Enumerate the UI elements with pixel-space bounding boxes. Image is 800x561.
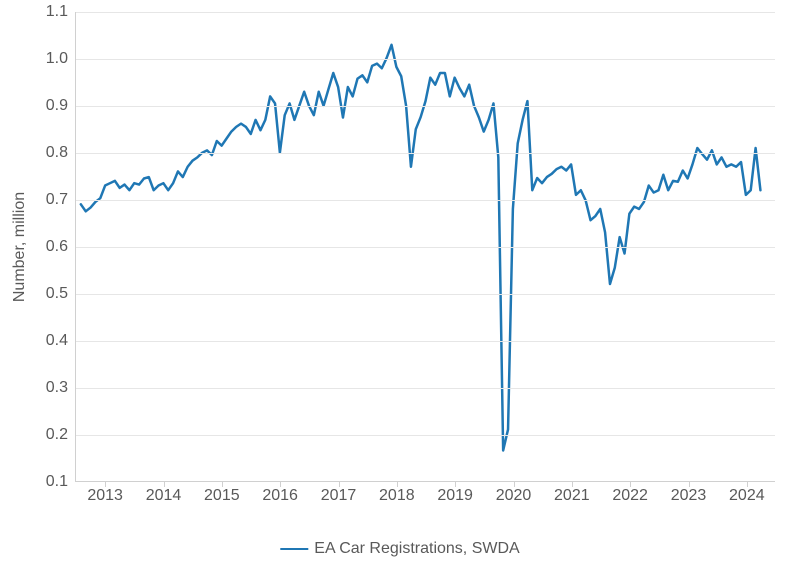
legend-swatch [280, 548, 308, 550]
gridline [76, 247, 775, 248]
gridline [76, 435, 775, 436]
y-axis-title: Number, million [11, 192, 29, 302]
gridline [76, 12, 775, 13]
x-tick-label: 2018 [379, 481, 415, 505]
y-tick-label: 0.1 [46, 473, 76, 491]
x-tick-label: 2015 [204, 481, 240, 505]
gridline [76, 153, 775, 154]
gridline [76, 388, 775, 389]
y-tick-label: 0.5 [46, 285, 76, 303]
y-tick-label: 0.2 [46, 426, 76, 444]
x-tick-label: 2020 [496, 481, 532, 505]
plot-area: 0.10.20.30.40.50.60.70.80.91.01.12013201… [75, 12, 775, 482]
y-tick-label: 0.6 [46, 238, 76, 256]
y-tick-label: 1.0 [46, 50, 76, 68]
gridline [76, 59, 775, 60]
line-chart: 0.1 0.2 0.3 0.4 0.5 0.6 0.7 0.8 0.9 1.0 1.1 2013 201… [0, 0, 800, 561]
y-tick-label: 0.3 [46, 379, 76, 397]
y-tick-label: 1.1 [46, 3, 76, 21]
y-tick-label: 0.8 [46, 144, 76, 162]
x-tick-label: 2022 [612, 481, 648, 505]
gridline [76, 200, 775, 201]
x-tick-label: 2014 [146, 481, 182, 505]
x-tick-label: 2013 [87, 481, 123, 505]
legend-label: EA Car Registrations, SWDA [314, 540, 519, 558]
gridline [76, 341, 775, 342]
legend: EA Car Registrations, SWDA [280, 540, 519, 558]
x-tick-label: 2017 [321, 481, 357, 505]
y-tick-label: 0.9 [46, 97, 76, 115]
gridline [76, 294, 775, 295]
x-tick-label: 2019 [437, 481, 473, 505]
x-tick-label: 2023 [671, 481, 707, 505]
y-tick-label: 0.7 [46, 191, 76, 209]
x-tick-label: 2016 [262, 481, 298, 505]
gridline [76, 106, 775, 107]
x-tick-label: 2021 [554, 481, 590, 505]
x-tick-label: 2024 [729, 481, 765, 505]
y-tick-label: 0.4 [46, 332, 76, 350]
